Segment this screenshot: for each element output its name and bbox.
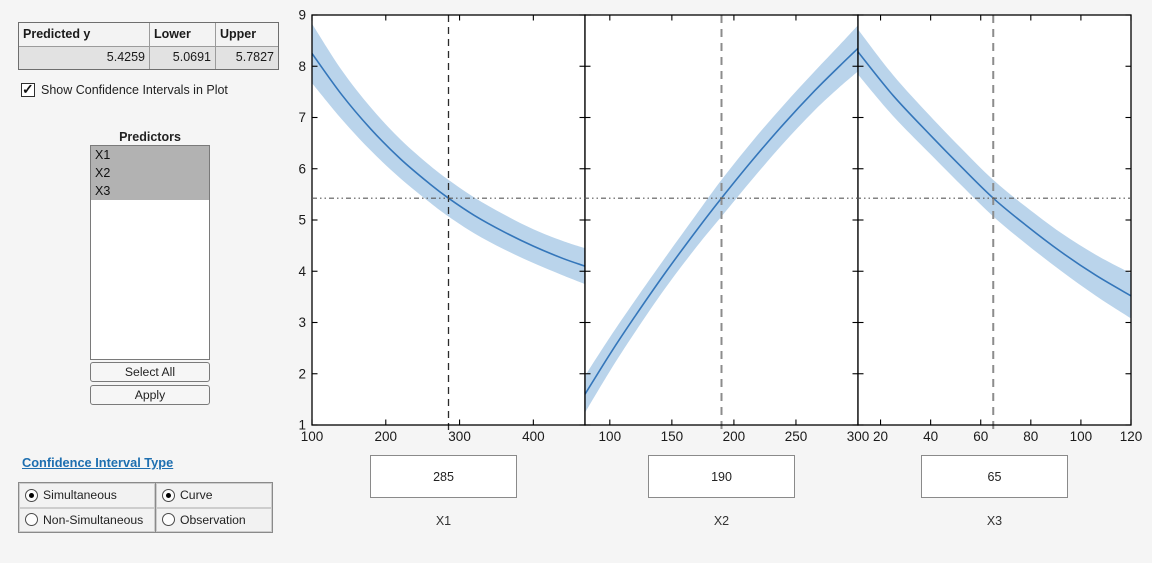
y-tick-label: 7	[298, 110, 306, 125]
x-tick-label: 200	[375, 429, 398, 444]
x-tick-label: 400	[522, 429, 545, 444]
x-tick-label: 120	[1120, 429, 1143, 444]
x-tick-label: 40	[923, 429, 938, 444]
prediction-table-header: Predicted y Lower Upper	[19, 23, 278, 47]
radio-observation[interactable]: Observation	[156, 507, 272, 532]
listbox-item-x3[interactable]: X3	[91, 182, 209, 200]
select-all-button[interactable]: Select All	[90, 362, 210, 382]
x-tick-label: 300	[847, 429, 870, 444]
x-tick-label: 20	[873, 429, 888, 444]
upper-value: 5.7827	[216, 47, 278, 69]
radio-observation-label: Observation	[180, 512, 246, 527]
y-tick-label: 8	[298, 59, 306, 74]
radio-button-icon	[25, 513, 38, 527]
predictors-listbox[interactable]: X1 X2 X3	[90, 145, 210, 360]
x-tick-label: 300	[448, 429, 471, 444]
x-tick-label: 200	[723, 429, 746, 444]
upper-header: Upper	[216, 23, 278, 47]
prediction-table: Predicted y Lower Upper 5.4259 5.0691 5.…	[18, 22, 279, 70]
radio-simultaneous-label: Simultaneous	[43, 488, 117, 503]
x-tick-label: 100	[1070, 429, 1093, 444]
confidence-interval-type-group: Simultaneous Non-Simultaneous Curve Obse…	[18, 482, 273, 533]
show-ci-checkbox[interactable]: ✓	[21, 81, 35, 97]
x-tick-label: 100	[301, 429, 324, 444]
x-tick-label: 60	[973, 429, 988, 444]
radio-non-simultaneous[interactable]: Non-Simultaneous	[19, 507, 155, 532]
y-tick-label: 3	[298, 315, 306, 330]
lower-header: Lower	[150, 23, 216, 47]
radio-curve[interactable]: Curve	[156, 483, 272, 508]
x-tick-label: 100	[599, 429, 622, 444]
radio-simultaneous[interactable]: Simultaneous	[19, 483, 155, 508]
radio-curve-label: Curve	[180, 488, 213, 503]
radio-button-icon	[162, 513, 175, 527]
ci-simultaneity-column: Simultaneous Non-Simultaneous	[19, 483, 156, 532]
y-tick-label: 4	[298, 264, 306, 279]
x1-axis-label: X1	[435, 514, 452, 528]
check-icon: ✓	[22, 81, 34, 97]
x2-value-input[interactable]	[648, 455, 795, 498]
y-tick-label: 2	[298, 366, 306, 381]
x-tick-label: 80	[1023, 429, 1038, 444]
x3-axis-label: X3	[986, 514, 1003, 528]
y-tick-label: 1	[298, 418, 306, 433]
confidence-band-x2	[585, 25, 858, 413]
y-tick-label: 9	[298, 8, 306, 23]
lower-value: 5.0691	[150, 47, 216, 69]
x-tick-label: 250	[785, 429, 808, 444]
y-tick-label: 5	[298, 213, 306, 228]
prediction-table-values: 5.4259 5.0691 5.7827	[19, 47, 278, 69]
confidence-band-x1	[312, 23, 585, 285]
x1-value-input[interactable]	[370, 455, 517, 498]
x2-axis-label: X2	[713, 514, 730, 528]
listbox-item-x2[interactable]: X2	[91, 164, 209, 182]
radio-non-simultaneous-label: Non-Simultaneous	[43, 512, 144, 527]
predicted-y-value: 5.4259	[19, 47, 150, 69]
listbox-item-x1[interactable]: X1	[91, 146, 209, 164]
ci-target-column: Curve Observation	[156, 483, 272, 532]
show-ci-checkbox-row: ✓ Show Confidence Intervals in Plot	[21, 81, 228, 97]
radio-button-icon	[25, 488, 38, 502]
show-ci-checkbox-label: Show Confidence Intervals in Plot	[41, 83, 228, 97]
predictors-title: Predictors	[119, 130, 181, 144]
apply-button[interactable]: Apply	[90, 385, 210, 405]
y-tick-label: 6	[298, 161, 306, 176]
predicted-y-header: Predicted y	[19, 23, 150, 47]
x3-value-input[interactable]	[921, 455, 1068, 498]
x-tick-label: 150	[661, 429, 684, 444]
confidence-interval-type-link[interactable]: Confidence Interval Type	[22, 455, 174, 470]
radio-button-icon	[162, 488, 175, 502]
confidence-band-x3	[858, 29, 1131, 319]
